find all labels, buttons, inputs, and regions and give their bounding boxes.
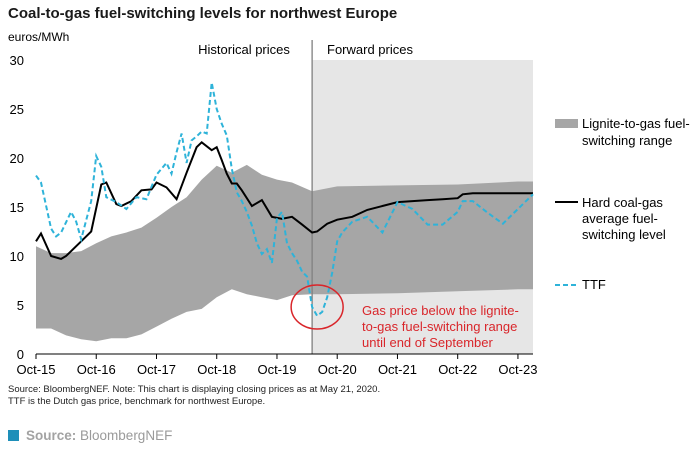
source-footer: Source: BloombergNEF (8, 428, 173, 443)
y-tick-label: 10 (10, 249, 24, 264)
y-tick-label: 20 (10, 151, 24, 166)
legend-hard-coal-label-line: switching level (582, 227, 666, 242)
chart-title: Coal-to-gas fuel-switching levels for no… (8, 5, 398, 22)
historical-prices-label: Historical prices (198, 42, 290, 57)
x-tick-label: Oct-23 (498, 362, 537, 377)
x-tick-label: Oct-16 (77, 362, 116, 377)
annotation-text-line: Gas price below the lignite- (362, 303, 519, 318)
legend-band-label-line: Lignite-to-gas fuel- (582, 116, 690, 131)
y-tick-label: 5 (17, 298, 24, 313)
legend-hard-coal-label: Hard coal-gas average fuel-switching leve… (582, 195, 666, 242)
legend-hard-coal-label-line: Hard coal-gas (582, 195, 663, 210)
source-note-line-1: Source: BloombergNEF. Note: This chart i… (8, 384, 381, 395)
legend-band-label: Lignite-to-gas fuel-switching range (582, 116, 690, 148)
legend-band-swatch (555, 119, 578, 128)
chart: 0 5 10 15 20 25 30 Oct-15 Oct-16 Oct-17 Oct-18 Oct-… (8, 30, 690, 377)
x-tick-label: Oct-22 (438, 362, 477, 377)
x-tick-label: Oct-17 (137, 362, 176, 377)
series-lignite-range-band (36, 164, 533, 342)
source-footer-value: BloombergNEF (80, 428, 173, 443)
x-tick-label: Oct-18 (197, 362, 236, 377)
forward-prices-label: Forward prices (327, 42, 413, 57)
series-ttf-line (35, 82, 534, 318)
series-hard-coal-line (35, 140, 533, 260)
brand-square-icon (8, 430, 19, 441)
annotation-text-line: to-gas fuel-switching range (362, 319, 517, 334)
y-tick-label: 25 (10, 102, 24, 117)
y-tick-label: 30 (10, 53, 24, 68)
y-tick-label: 0 (17, 347, 24, 362)
y-axis-label: euros/MWh (8, 30, 69, 44)
legend-hard-coal-label-line: average fuel- (582, 211, 658, 226)
x-tick-label: Oct-20 (318, 362, 357, 377)
y-tick-label: 15 (10, 200, 24, 215)
annotation-text: Gas price below the lignite-to-gas fuel-… (362, 303, 519, 350)
legend-band-label-line: switching range (582, 133, 672, 148)
source-footer-label: Source: (26, 428, 77, 443)
annotation-circle (290, 284, 344, 330)
x-tick-label: Oct-21 (378, 362, 417, 377)
source-note-line-2: TTF is the Dutch gas price, benchmark fo… (8, 396, 266, 407)
source-note: Source: BloombergNEF. Note: This chart i… (8, 384, 528, 408)
x-tick-label: Oct-19 (257, 362, 296, 377)
annotation-text-line: until end of September (362, 335, 493, 350)
x-tick-label: Oct-15 (16, 362, 55, 377)
legend-ttf-label: TTF (582, 277, 606, 292)
